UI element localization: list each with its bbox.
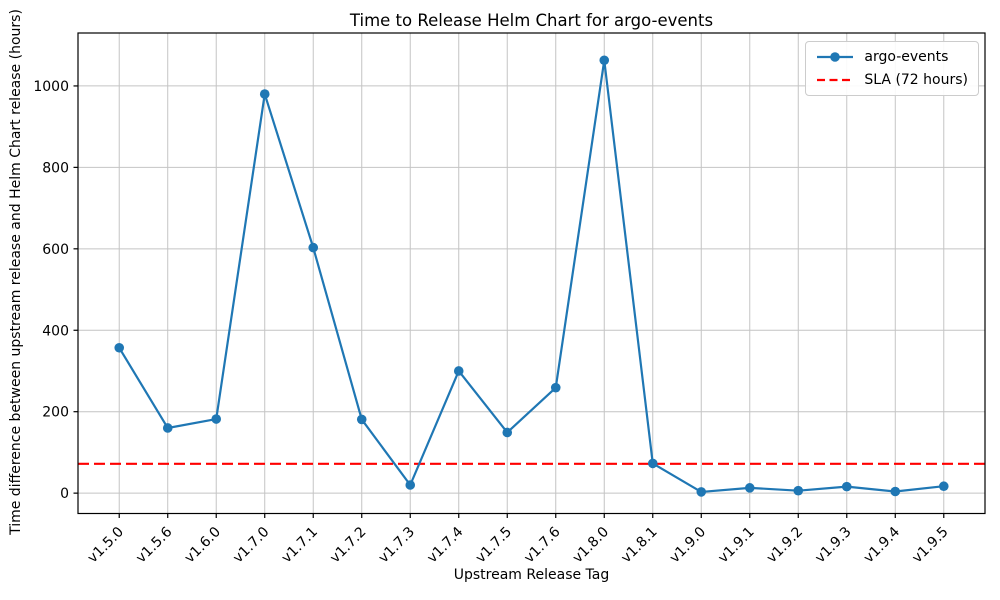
legend-item-series: argo-events [815,49,968,65]
legend: argo-events SLA (72 hours) [805,41,979,96]
x-tick-label: v1.5.0 [85,524,127,566]
plot-border [77,32,986,515]
x-tick-label: v1.9.5 [909,524,951,566]
legend-item-sla: SLA (72 hours) [815,72,968,88]
data-point [259,89,270,99]
data-point [453,366,464,376]
x-tick-label: v1.7.3 [376,524,418,566]
data-point [356,414,367,425]
x-tick-label: v1.6.0 [182,524,224,566]
data-point [114,342,125,353]
data-point [162,423,173,433]
data-point [550,382,561,393]
x-tick-label: v1.7.2 [327,524,369,566]
data-point [938,481,949,492]
x-tick-label: v1.7.0 [230,524,272,566]
y-tick-label: 600 [42,242,69,258]
data-point [793,485,804,496]
data-point [841,481,852,492]
legend-dashed-line-icon [817,78,854,82]
legend-line-marker-icon [817,52,854,62]
x-tick-label: v1.8.0 [570,524,612,566]
x-tick-label: v1.5.6 [133,524,175,566]
y-tick-label: 800 [42,160,69,176]
x-tick-label: v1.9.0 [667,524,709,566]
x-tick-label: v1.7.5 [473,524,515,566]
x-tick-label: v1.8.1 [618,524,660,566]
x-tick-label: v1.7.6 [521,524,563,566]
y-tick-label: 200 [42,405,69,421]
data-point [647,458,658,469]
data-point [502,427,513,438]
y-tick-label: 0 [60,486,69,502]
data-point [890,486,901,497]
legend-label-sla: SLA (72 hours) [864,72,968,88]
data-point [211,414,222,424]
x-axis-label: Upstream Release Tag [453,567,610,583]
data-point [308,242,319,253]
data-point [744,483,755,493]
x-tick-label: v1.9.1 [715,524,757,566]
x-tick-label: v1.7.4 [424,524,466,566]
y-tick-label: 1000 [33,79,69,95]
y-tick-label: 400 [42,323,69,339]
x-tick-label: v1.9.3 [812,524,854,566]
chart-title: Time to Release Helm Chart for argo-even… [349,11,714,30]
x-tick-label: v1.7.1 [279,524,321,566]
legend-series-marker [830,52,841,62]
data-point [405,480,416,490]
x-tick-label: v1.9.4 [861,524,903,566]
series-line [118,59,944,494]
legend-label-series: argo-events [864,49,949,65]
data-point [696,487,707,497]
data-point [599,55,610,66]
x-tick-label: v1.9.2 [764,524,806,566]
